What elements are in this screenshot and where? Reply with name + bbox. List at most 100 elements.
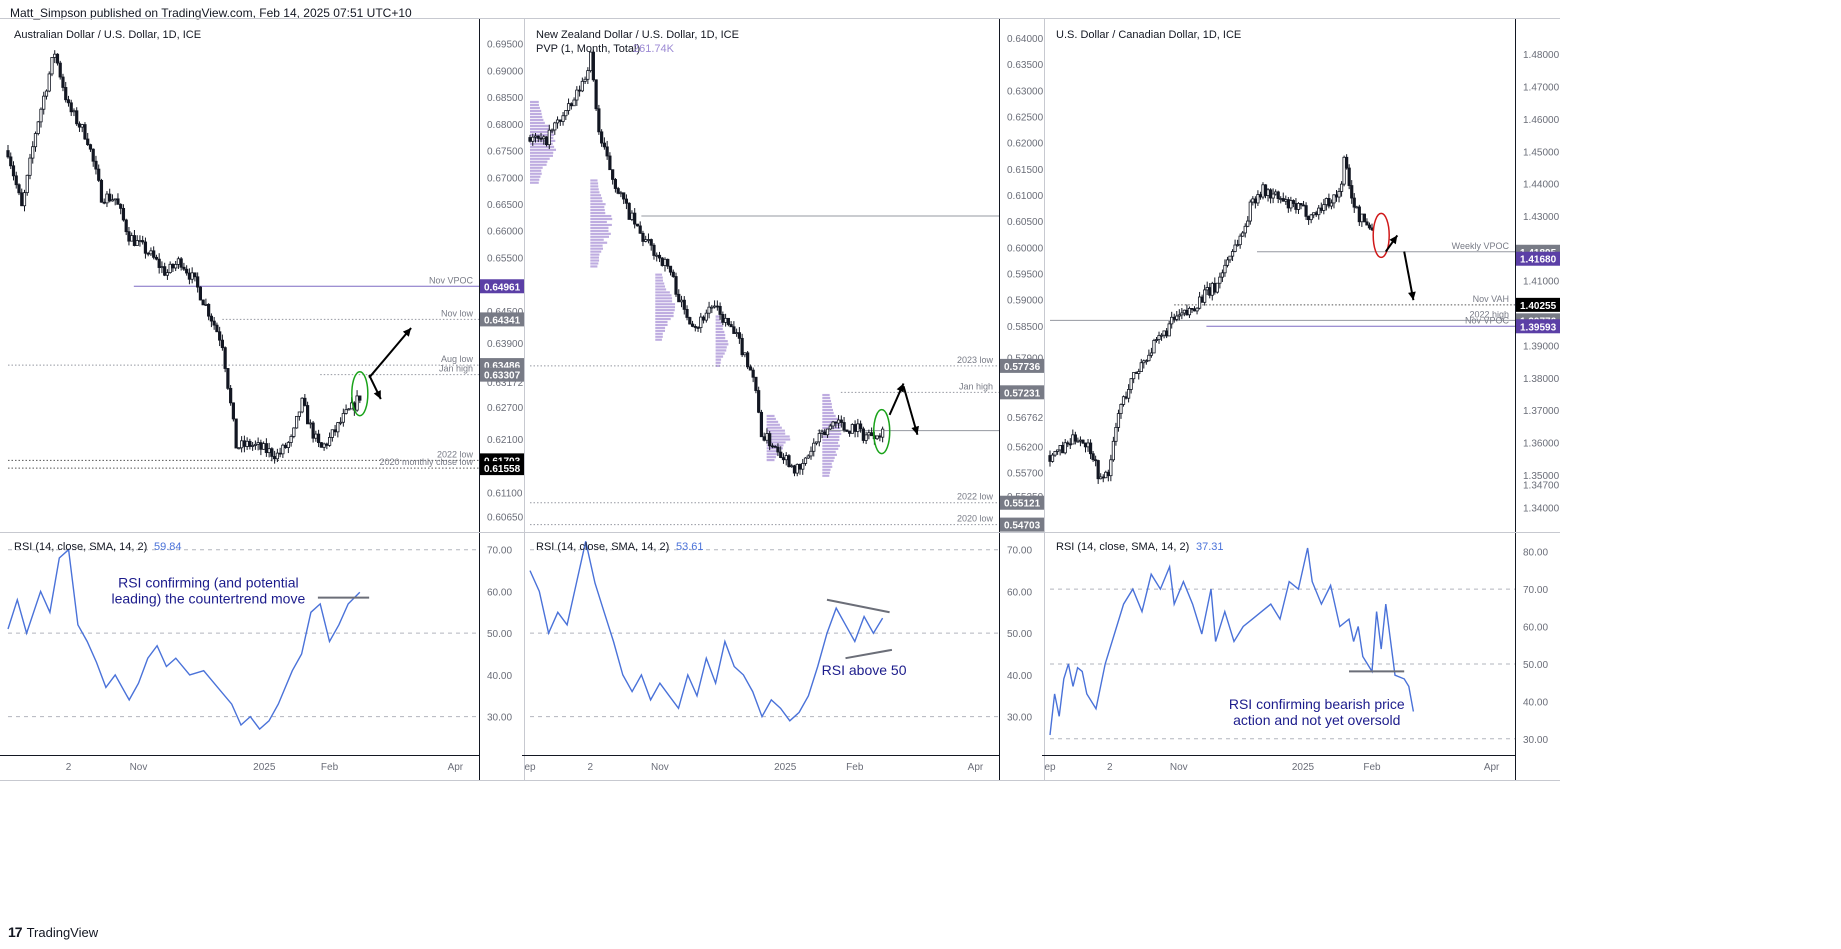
candle-body — [644, 239, 648, 242]
highlight-ellipse — [1372, 212, 1390, 259]
candle-body — [715, 305, 719, 308]
price-tick-label: 0.62500 — [1007, 113, 1044, 124]
candle-body — [597, 108, 601, 133]
candle-body — [42, 95, 46, 110]
rsi-annotation: RSI confirming bearish price — [1229, 696, 1405, 712]
volume-profile-bar — [590, 214, 612, 218]
price-tick-label: 1.47000 — [1523, 83, 1560, 94]
candle-body — [853, 424, 857, 432]
reference-line-label: Jan high — [959, 381, 993, 391]
candle-body — [547, 129, 551, 146]
volume-profile-bar — [822, 432, 842, 436]
price-tick-label: 0.68000 — [487, 120, 524, 131]
candle-body — [1142, 360, 1146, 364]
candle-body — [823, 431, 827, 436]
candle-body — [1223, 264, 1227, 274]
candle-body — [6, 150, 10, 158]
candle-body — [803, 457, 808, 464]
candle-body — [1350, 185, 1354, 199]
candle-body — [1347, 167, 1351, 186]
price-tag-box — [1516, 297, 1560, 312]
rsi-tick-label: 30.00 — [1007, 713, 1032, 724]
candle-body — [1177, 314, 1181, 317]
volume-profile-bar — [590, 235, 609, 238]
candle-body — [718, 305, 722, 315]
candle-body — [765, 433, 769, 441]
indicator-label: PVP (1, Month, Total) — [536, 43, 640, 55]
candle-body — [528, 137, 532, 142]
candle-body — [1215, 282, 1219, 293]
candle-body — [847, 431, 852, 434]
chart-title: New Zealand Dollar / U.S. Dollar, 1D, IC… — [536, 29, 739, 41]
candle-body — [776, 446, 780, 453]
candle-body — [1152, 340, 1156, 354]
candle-body — [1243, 225, 1247, 234]
volume-profile-bar — [822, 417, 839, 421]
projection-arrowhead — [896, 383, 904, 393]
candle-body — [262, 443, 266, 450]
candle-body — [1081, 439, 1085, 444]
candle-body — [1276, 191, 1280, 199]
candle-body — [743, 352, 747, 356]
candle-body — [710, 306, 714, 309]
candle-body — [622, 192, 626, 200]
projection-arrowhead — [402, 328, 412, 337]
candle-body — [638, 225, 642, 234]
volume-profile-bar — [530, 151, 554, 154]
candle-body — [1121, 396, 1126, 405]
candle-body — [1094, 459, 1098, 462]
candle-body — [163, 266, 167, 276]
candle-body — [17, 184, 21, 194]
candle-body — [154, 256, 159, 260]
candle-body — [831, 421, 835, 427]
volume-profile-bar — [715, 321, 722, 324]
rsi-tick-label: 70.00 — [1007, 546, 1032, 557]
candle-body — [735, 332, 739, 335]
price-tick-label: 0.68500 — [487, 93, 524, 104]
candle-body — [327, 437, 332, 446]
volume-profile-bar — [590, 247, 604, 250]
reference-line-label: Jan high — [439, 364, 473, 374]
candle-body — [1360, 213, 1364, 223]
candle-body — [25, 174, 29, 194]
volume-profile-bar — [822, 462, 832, 465]
price-tick-label: 1.44000 — [1523, 180, 1560, 191]
candle-body — [143, 241, 148, 254]
candle-body — [1337, 191, 1341, 198]
candle-body — [1274, 191, 1278, 195]
volume-profile-bar — [590, 200, 603, 203]
candle-body — [1126, 389, 1131, 399]
price-tick-label: 0.64000 — [1007, 34, 1044, 45]
candle-body — [240, 440, 244, 449]
volume-profile-bar — [530, 142, 553, 145]
highlight-ellipse — [872, 408, 891, 455]
candle-body — [1281, 198, 1285, 202]
candle-body — [33, 133, 38, 148]
volume-profile-bar — [530, 115, 543, 119]
brand-name: TradingView — [26, 924, 99, 940]
candle-body — [72, 110, 76, 113]
price-tick-label: 0.58500 — [1007, 322, 1044, 333]
candle-body — [1096, 460, 1100, 480]
candle-body — [801, 463, 805, 470]
candle-body — [1058, 445, 1062, 451]
time-axis-label: ep — [1044, 762, 1056, 773]
volume-profile-bar — [715, 324, 724, 327]
candle-body — [699, 316, 703, 329]
candle-body — [289, 436, 293, 443]
volume-profile-bar — [822, 459, 834, 462]
candle-body — [220, 339, 224, 349]
candle-body — [1091, 453, 1095, 461]
candle-body — [602, 142, 606, 148]
candle-body — [1119, 404, 1123, 414]
price-tick-label: 0.61000 — [1007, 191, 1044, 202]
candle-body — [124, 219, 128, 233]
candle-body — [856, 423, 860, 432]
candle-body — [146, 252, 150, 255]
volume-profile-bar — [530, 109, 542, 113]
volume-profile-bar — [766, 438, 791, 441]
volume-profile-bar — [530, 100, 539, 104]
candle-body — [1291, 200, 1296, 204]
candle-body — [1073, 434, 1077, 442]
volume-profile-bar — [715, 327, 723, 331]
